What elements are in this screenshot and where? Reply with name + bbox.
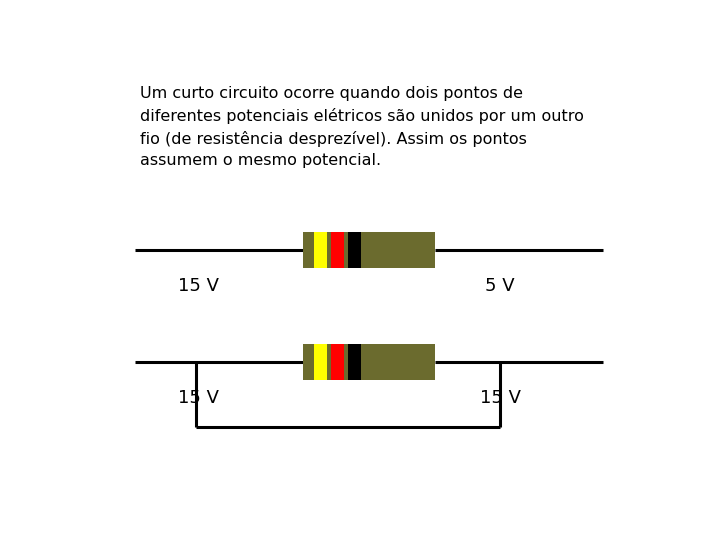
Bar <box>314 232 327 267</box>
Text: Um curto circuito ocorre quando dois pontos de
diferentes potenciais elétricos s: Um curto circuito ocorre quando dois pon… <box>140 85 584 168</box>
Bar <box>331 345 344 380</box>
Text: 15 V: 15 V <box>179 389 220 407</box>
Text: 15 V: 15 V <box>480 389 521 407</box>
Bar <box>331 232 344 267</box>
Bar <box>348 232 361 267</box>
Bar <box>303 232 435 267</box>
Text: 15 V: 15 V <box>179 277 220 295</box>
Bar <box>348 345 361 380</box>
Text: 5 V: 5 V <box>485 277 515 295</box>
Bar <box>303 345 435 380</box>
Bar <box>314 345 327 380</box>
